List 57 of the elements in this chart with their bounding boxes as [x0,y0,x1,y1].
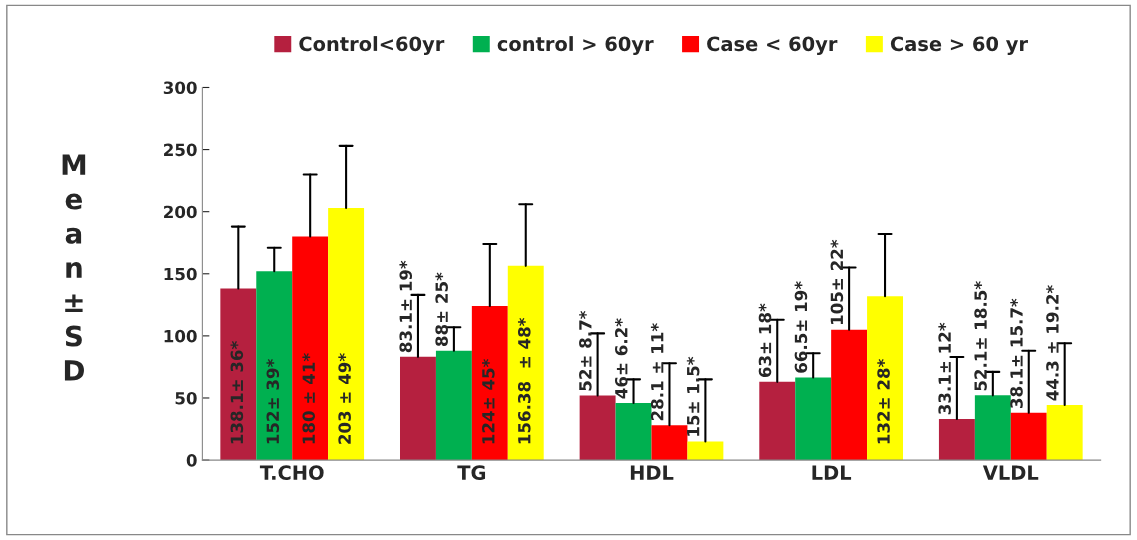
bar [759,381,796,461]
y-tick-label: 100 [164,329,197,343]
legend-label: Case > 60 yr [890,36,1028,56]
y-axis-title: Mean±SD [62,154,86,381]
x-tick-label: VLDL [982,465,1039,480]
legend-label: Control<60yr [299,36,445,56]
bar [938,418,975,461]
bar [400,356,436,461]
y-tick-label: 0 [186,454,197,467]
y-tick-label: 200 [164,205,197,219]
data-label: 33.1± 12* [938,322,951,415]
bar [867,296,904,461]
data-label: 180 ± 41* [302,353,316,444]
data-label: 88± 25* [435,272,448,347]
bar [579,395,616,461]
bar [795,377,832,461]
y-tick-label: 300 [163,81,197,95]
bar [220,288,257,461]
data-label: 203 ± 49* [338,353,351,444]
bar [507,265,544,461]
bar [292,236,329,461]
bar [328,207,365,461]
bar [831,329,868,461]
bar [471,306,508,461]
data-label: 46± 6.2* [614,318,628,399]
bar [615,402,652,461]
data-label: 83.1± 19* [399,260,413,353]
y-tick-label: 150 [164,267,197,281]
data-label: 52± 8.7* [579,310,592,391]
bar [1046,405,1083,461]
data-label: 44.3 ± 19.2* [1046,285,1059,401]
bar [651,425,688,461]
data-label: 156.38 ± 48* [517,317,531,444]
data-label: 63± 18* [758,303,772,378]
legend-label: Case < 60yr [707,36,838,56]
data-label: 28.1 ± 11* [650,323,664,421]
data-label: 105± 22* [830,239,844,325]
data-label: 52.1± 18.5* [974,281,987,391]
legend-label: control > 60yr [497,36,654,56]
bar [1010,412,1047,461]
y-tick-label: 50 [175,391,197,405]
data-label: 132± 28* [877,359,890,444]
bar [687,441,724,461]
x-tick-label: HDL [630,465,674,480]
bar [435,350,472,461]
data-label: 138.1± 36* [230,341,244,444]
x-tick-label: LDL [812,465,852,480]
data-label: 38.1± 15.7* [1010,298,1023,408]
data-label: 66.5± 19* [794,281,808,373]
bar [256,271,293,461]
data-label: 152± 39* [266,359,280,444]
data-label: 15± 1.5* [686,356,700,436]
bar [974,395,1011,461]
y-tick-label: 250 [164,143,197,157]
x-tick-label: T.CHO [259,465,324,480]
x-tick-label: TG [457,465,486,480]
data-label: 124± 45* [482,359,495,444]
